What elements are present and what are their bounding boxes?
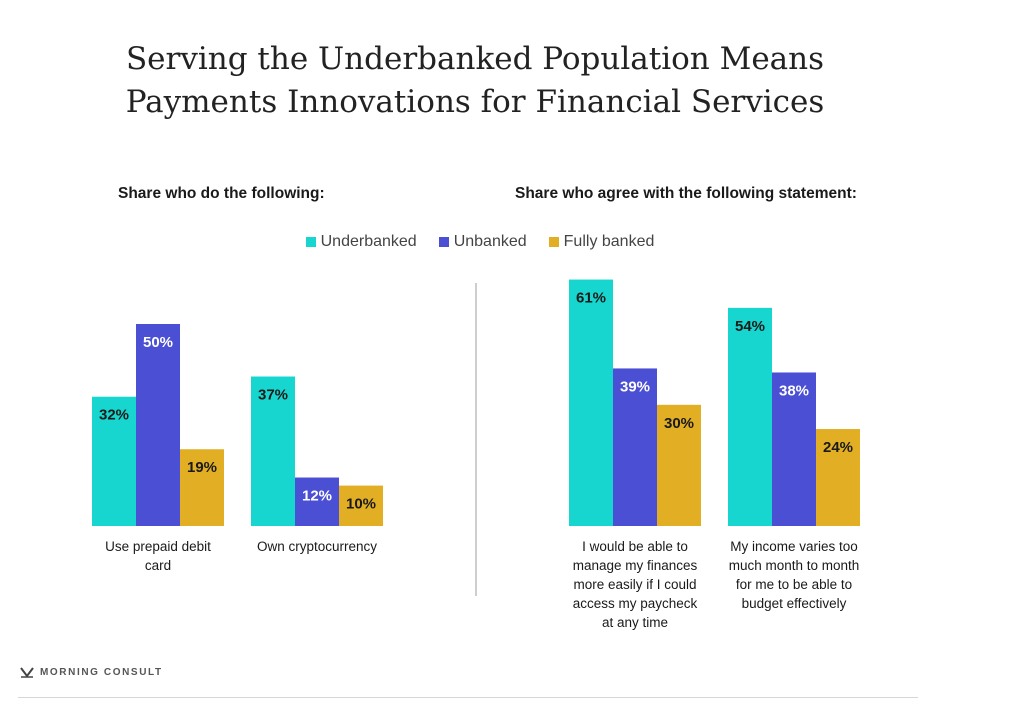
data-label-panel2-cat1-unbanked: 39% xyxy=(620,378,650,395)
legend-label-fully-banked: Fully banked xyxy=(563,233,655,250)
data-label-panel1-cat2-unbanked: 12% xyxy=(302,488,332,505)
category-label-line: for me to be able to xyxy=(736,577,852,592)
category-label-line: access my paycheck xyxy=(573,596,698,611)
legend: Underbanked Unbanked Fully banked xyxy=(0,233,960,251)
category-label-line: manage my finances xyxy=(573,558,698,573)
category-label-line: card xyxy=(145,558,171,573)
bar-panel1-cat1-unbanked xyxy=(136,324,180,526)
footer-logo: MORNING CONSULT xyxy=(20,667,163,678)
data-label-panel1-cat1-underbanked: 32% xyxy=(99,407,129,424)
chart-title-line-2: Payments Innovations for Financial Servi… xyxy=(125,84,825,120)
chart-title: Serving the Underbanked Population Means… xyxy=(0,38,950,124)
footer-brand-text: MORNING CONSULT xyxy=(40,667,163,678)
bar-panel2-cat1-unbanked xyxy=(613,368,657,526)
morning-consult-logo-icon xyxy=(20,667,34,678)
footer-divider xyxy=(18,697,918,698)
category-label-line: Own cryptocurrency xyxy=(257,539,377,554)
bar-panel2-cat1-fully-banked xyxy=(657,404,701,526)
data-label-panel1-cat2-underbanked: 37% xyxy=(258,387,288,404)
category-label-line: more easily if I could xyxy=(573,577,696,592)
bar-panel1-cat1-fully-banked xyxy=(180,449,224,526)
category-label-line: My income varies too xyxy=(730,539,858,554)
category-label-line: Use prepaid debit xyxy=(105,539,211,554)
data-label-panel2-cat1-fully-banked: 30% xyxy=(664,415,694,432)
category-label-panel2-cat1: I would be able to manage my finances more… xyxy=(573,539,698,630)
bar-panel2-cat2-unbanked xyxy=(772,372,816,526)
category-label-line: much month to month xyxy=(729,558,860,573)
left-panel-subtitle: Share who do the following: xyxy=(118,185,325,202)
data-label-panel1-cat1-unbanked: 50% xyxy=(143,334,173,351)
data-label-panel1-cat1-fully-banked: 19% xyxy=(187,459,217,476)
category-label-panel1-cat1: Use prepaid debit card xyxy=(105,539,211,573)
legend-item-underbanked: Underbanked xyxy=(305,233,417,251)
legend-label-underbanked: Underbanked xyxy=(320,233,417,250)
data-label-panel2-cat1-underbanked: 61% xyxy=(576,290,606,307)
data-label-panel2-cat2-underbanked: 54% xyxy=(735,318,765,335)
bar-panel1-cat2-unbanked xyxy=(295,477,339,526)
data-label-panel2-cat2-fully-banked: 24% xyxy=(823,439,853,456)
bar-panel2-cat2-underbanked xyxy=(728,307,772,526)
category-label-line: budget effectively xyxy=(742,596,847,611)
category-label-panel1-cat2: Own cryptocurrency xyxy=(257,539,377,554)
data-label-panel2-cat2-unbanked: 38% xyxy=(779,382,809,399)
data-label-panel1-cat2-fully-banked: 10% xyxy=(346,496,376,513)
category-label-line: at any time xyxy=(602,615,668,630)
bar-panel1-cat2-fully-banked xyxy=(339,485,383,526)
category-label-panel2-cat2: My income varies too much month to month f… xyxy=(729,539,860,611)
right-panel-subtitle: Share who agree with the following state… xyxy=(515,185,857,202)
legend-swatch-underbanked xyxy=(305,237,316,247)
bar-panel2-cat1-underbanked xyxy=(569,279,613,526)
bar-panel2-cat2-fully-banked xyxy=(816,429,860,526)
legend-label-unbanked: Unbanked xyxy=(453,233,527,250)
bar-panel1-cat2-underbanked xyxy=(251,376,295,526)
legend-swatch-fully-banked xyxy=(548,237,559,247)
chart-title-line-1: Serving the Underbanked Population Means xyxy=(125,41,825,77)
legend-item-unbanked: Unbanked xyxy=(438,233,527,251)
category-label-line: I would be able to xyxy=(582,539,688,554)
legend-swatch-unbanked xyxy=(438,237,449,247)
legend-item-fully-banked: Fully banked xyxy=(548,233,655,251)
bar-panel1-cat1-underbanked xyxy=(92,396,136,526)
